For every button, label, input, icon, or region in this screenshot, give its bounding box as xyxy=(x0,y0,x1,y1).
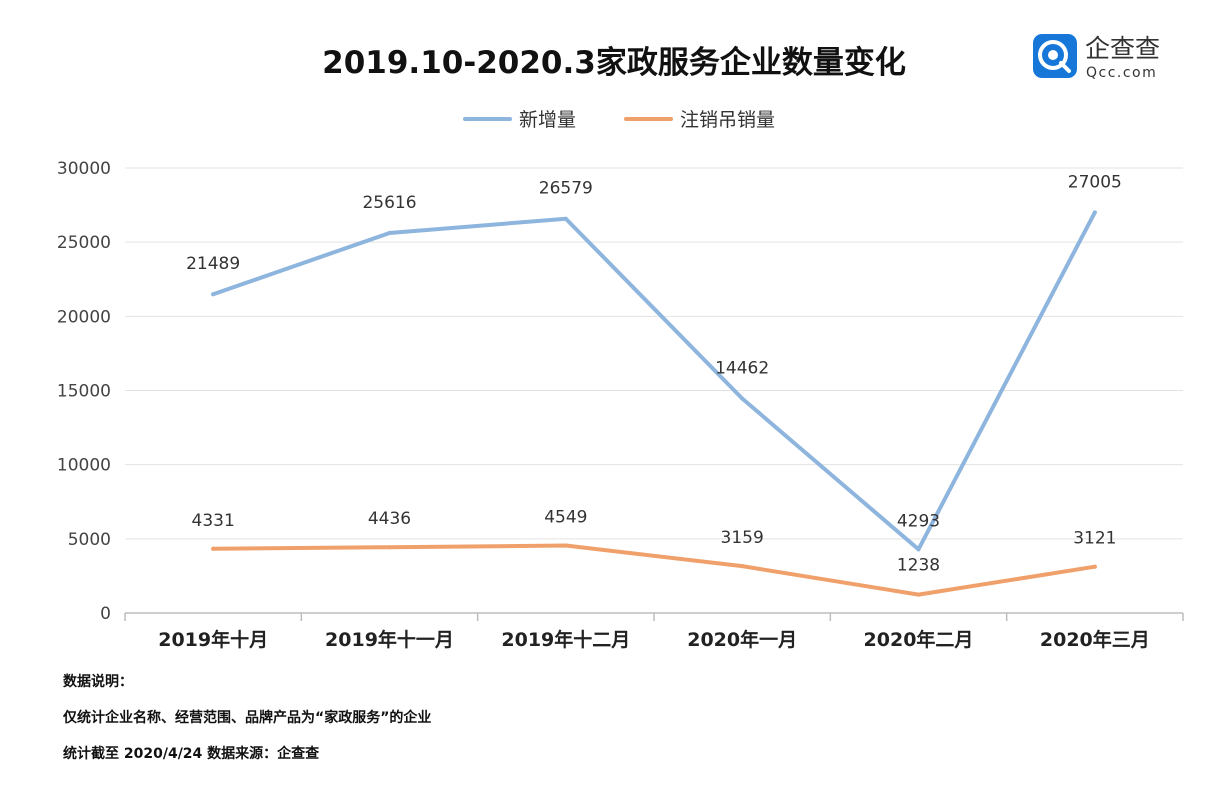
data-label: 21489 xyxy=(186,254,240,274)
data-point xyxy=(387,545,392,550)
logo-handle xyxy=(1059,61,1071,73)
data-point xyxy=(387,231,392,236)
y-tick-label: 5000 xyxy=(68,530,111,550)
y-tick-label: 30000 xyxy=(57,159,111,179)
data-label: 4436 xyxy=(368,509,411,529)
data-label: 1238 xyxy=(897,556,940,576)
data-point xyxy=(563,543,568,548)
notes: 数据说明： 仅统计企业名称、经营范围、品牌产品为“家政服务”的企业 统计截至 2… xyxy=(63,664,431,772)
data-label: 14462 xyxy=(715,358,769,378)
y-tick-label: 0 xyxy=(100,604,111,624)
logo-sub: Qcc.com xyxy=(1086,65,1157,81)
y-tick-label: 25000 xyxy=(57,233,111,253)
notes-line1: 仅统计企业名称、经营范围、品牌产品为“家政服务”的企业 xyxy=(63,710,432,726)
data-label: 25616 xyxy=(362,193,416,213)
data-label: 3159 xyxy=(721,528,764,548)
x-tick-label: 2019年十二月 xyxy=(501,628,630,651)
data-point xyxy=(916,592,921,597)
chart-title: 2019.10-2020.3家政服务企业数量变化 xyxy=(322,45,906,81)
legend-label: 新增量 xyxy=(519,109,576,131)
data-point xyxy=(1092,564,1097,569)
x-tick-label: 2020年一月 xyxy=(687,628,797,651)
y-tick-label: 10000 xyxy=(57,456,111,476)
legend: 新增量 注销吊销量 xyxy=(463,109,775,131)
y-axis: 0 5000 10000 15000 20000 25000 30000 xyxy=(57,159,111,624)
y-tick-label: 15000 xyxy=(57,382,111,402)
legend-label: 注销吊销量 xyxy=(680,109,775,131)
data-point xyxy=(740,396,745,401)
data-point xyxy=(211,546,216,551)
data-point xyxy=(211,292,216,297)
data-label: 4549 xyxy=(544,508,587,528)
x-tick-label: 2020年二月 xyxy=(864,628,974,651)
notes-line2: 统计截至 2020/4/24 数据来源：企查查 xyxy=(63,746,320,762)
data-label: 4293 xyxy=(897,511,940,531)
data-point xyxy=(740,564,745,569)
x-tick-label: 2019年十月 xyxy=(158,628,268,651)
x-axis: 2019年十月 2019年十一月 2019年十二月 2020年一月 2020年二月 202… xyxy=(124,612,1184,651)
qcc-logo: 企查查 Qcc.com xyxy=(1033,34,1160,81)
gridlines xyxy=(125,167,1183,540)
logo-dot xyxy=(1048,50,1058,60)
data-point xyxy=(1092,210,1097,215)
data-label: 3121 xyxy=(1073,529,1116,549)
x-tick-label: 2019年十一月 xyxy=(325,628,454,651)
series-line xyxy=(211,543,1097,597)
data-label: 26579 xyxy=(539,179,593,199)
data-label: 27005 xyxy=(1068,172,1122,192)
logo-ring xyxy=(1038,40,1068,70)
y-tick-label: 20000 xyxy=(57,307,111,327)
series-group xyxy=(211,210,1097,597)
data-labels: 21489 25616 26579 14462 4293 27005 4331 4436 454… xyxy=(186,172,1122,575)
data-point xyxy=(916,547,921,552)
x-tick-label: 2020年三月 xyxy=(1040,628,1150,651)
notes-heading: 数据说明： xyxy=(63,674,133,690)
data-label: 4331 xyxy=(192,511,235,531)
data-point xyxy=(563,216,568,221)
series-line xyxy=(211,210,1097,552)
logo-name: 企查查 xyxy=(1085,34,1160,63)
